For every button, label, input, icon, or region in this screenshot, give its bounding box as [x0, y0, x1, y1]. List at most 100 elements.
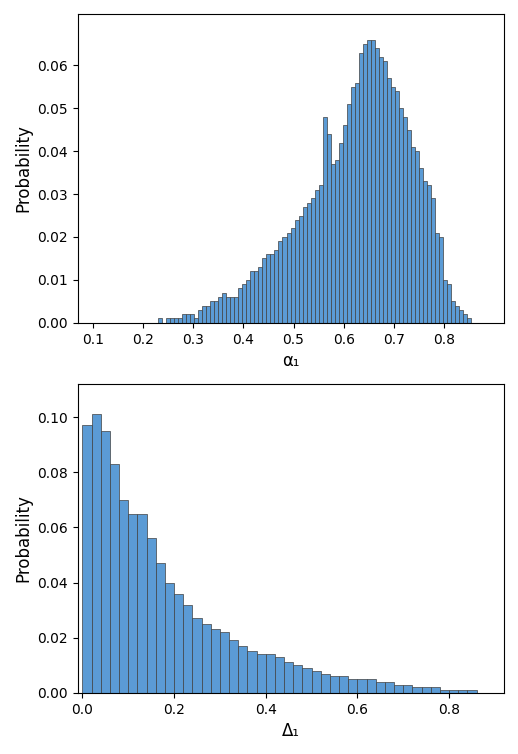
Bar — [202, 624, 211, 693]
Bar — [178, 318, 182, 323]
Bar — [323, 117, 327, 323]
Bar — [214, 302, 218, 323]
Bar — [367, 40, 371, 323]
Bar — [220, 632, 229, 693]
Bar — [371, 40, 375, 323]
Bar — [174, 318, 178, 323]
Bar — [407, 130, 411, 323]
Bar — [284, 663, 293, 693]
Bar — [282, 237, 286, 323]
Bar — [422, 688, 431, 693]
Bar — [447, 284, 451, 323]
Bar — [174, 593, 183, 693]
Bar — [411, 147, 415, 323]
Bar — [467, 690, 477, 693]
Bar — [319, 185, 323, 323]
Bar — [291, 228, 295, 323]
Bar — [459, 310, 463, 323]
Bar — [379, 57, 383, 323]
Bar — [275, 657, 284, 693]
Bar — [339, 143, 343, 323]
Bar — [286, 233, 291, 323]
Bar — [358, 53, 363, 323]
Bar — [186, 314, 190, 323]
Bar — [343, 125, 347, 323]
Bar — [238, 289, 242, 323]
Bar — [367, 679, 376, 693]
Bar — [330, 164, 335, 323]
Bar — [314, 190, 319, 323]
Bar — [293, 665, 303, 693]
Bar — [170, 318, 174, 323]
Bar — [198, 310, 202, 323]
Bar — [383, 61, 387, 323]
Bar — [375, 48, 379, 323]
Bar — [182, 314, 186, 323]
Bar — [92, 414, 101, 693]
Bar — [248, 651, 256, 693]
Bar — [247, 280, 250, 323]
Bar — [275, 250, 279, 323]
Bar — [423, 181, 427, 323]
Bar — [256, 654, 266, 693]
Bar — [226, 297, 231, 323]
Bar — [258, 267, 263, 323]
X-axis label: Δ₁: Δ₁ — [282, 722, 300, 740]
Bar — [455, 305, 459, 323]
Bar — [165, 583, 174, 693]
Bar — [303, 207, 307, 323]
Bar — [231, 297, 234, 323]
Bar — [147, 538, 156, 693]
Bar — [427, 185, 431, 323]
Bar — [395, 91, 399, 323]
Bar — [347, 104, 351, 323]
Bar — [451, 302, 455, 323]
Bar — [229, 640, 238, 693]
Bar — [303, 668, 312, 693]
Bar — [415, 151, 419, 323]
Bar — [166, 318, 170, 323]
Bar — [307, 203, 311, 323]
Bar — [266, 654, 275, 693]
Bar — [404, 685, 412, 693]
Y-axis label: Probability: Probability — [14, 495, 32, 582]
Bar — [156, 563, 165, 693]
Bar — [391, 87, 395, 323]
Bar — [206, 305, 210, 323]
Bar — [211, 630, 220, 693]
Bar — [218, 297, 222, 323]
Bar — [250, 271, 254, 323]
Bar — [351, 87, 355, 323]
Bar — [376, 682, 385, 693]
Bar — [158, 318, 162, 323]
Bar — [279, 241, 282, 323]
Bar — [321, 673, 330, 693]
Bar — [210, 302, 214, 323]
Bar — [234, 297, 238, 323]
Bar — [311, 198, 314, 323]
Bar — [435, 233, 439, 323]
Bar — [449, 690, 458, 693]
Bar — [327, 134, 330, 323]
Bar — [202, 305, 206, 323]
Bar — [298, 216, 303, 323]
Bar — [439, 237, 443, 323]
Bar — [254, 271, 258, 323]
Bar — [385, 682, 394, 693]
Bar — [110, 464, 119, 693]
Bar — [412, 688, 422, 693]
Bar — [270, 254, 275, 323]
Y-axis label: Probability: Probability — [14, 124, 32, 213]
Bar — [355, 82, 358, 323]
Bar — [295, 220, 298, 323]
Bar — [419, 168, 423, 323]
Bar — [399, 109, 403, 323]
Bar — [443, 280, 447, 323]
Bar — [431, 198, 435, 323]
Bar — [363, 44, 367, 323]
Bar — [440, 690, 449, 693]
Bar — [128, 513, 137, 693]
Bar — [339, 676, 348, 693]
Bar — [431, 688, 440, 693]
Bar — [357, 679, 367, 693]
